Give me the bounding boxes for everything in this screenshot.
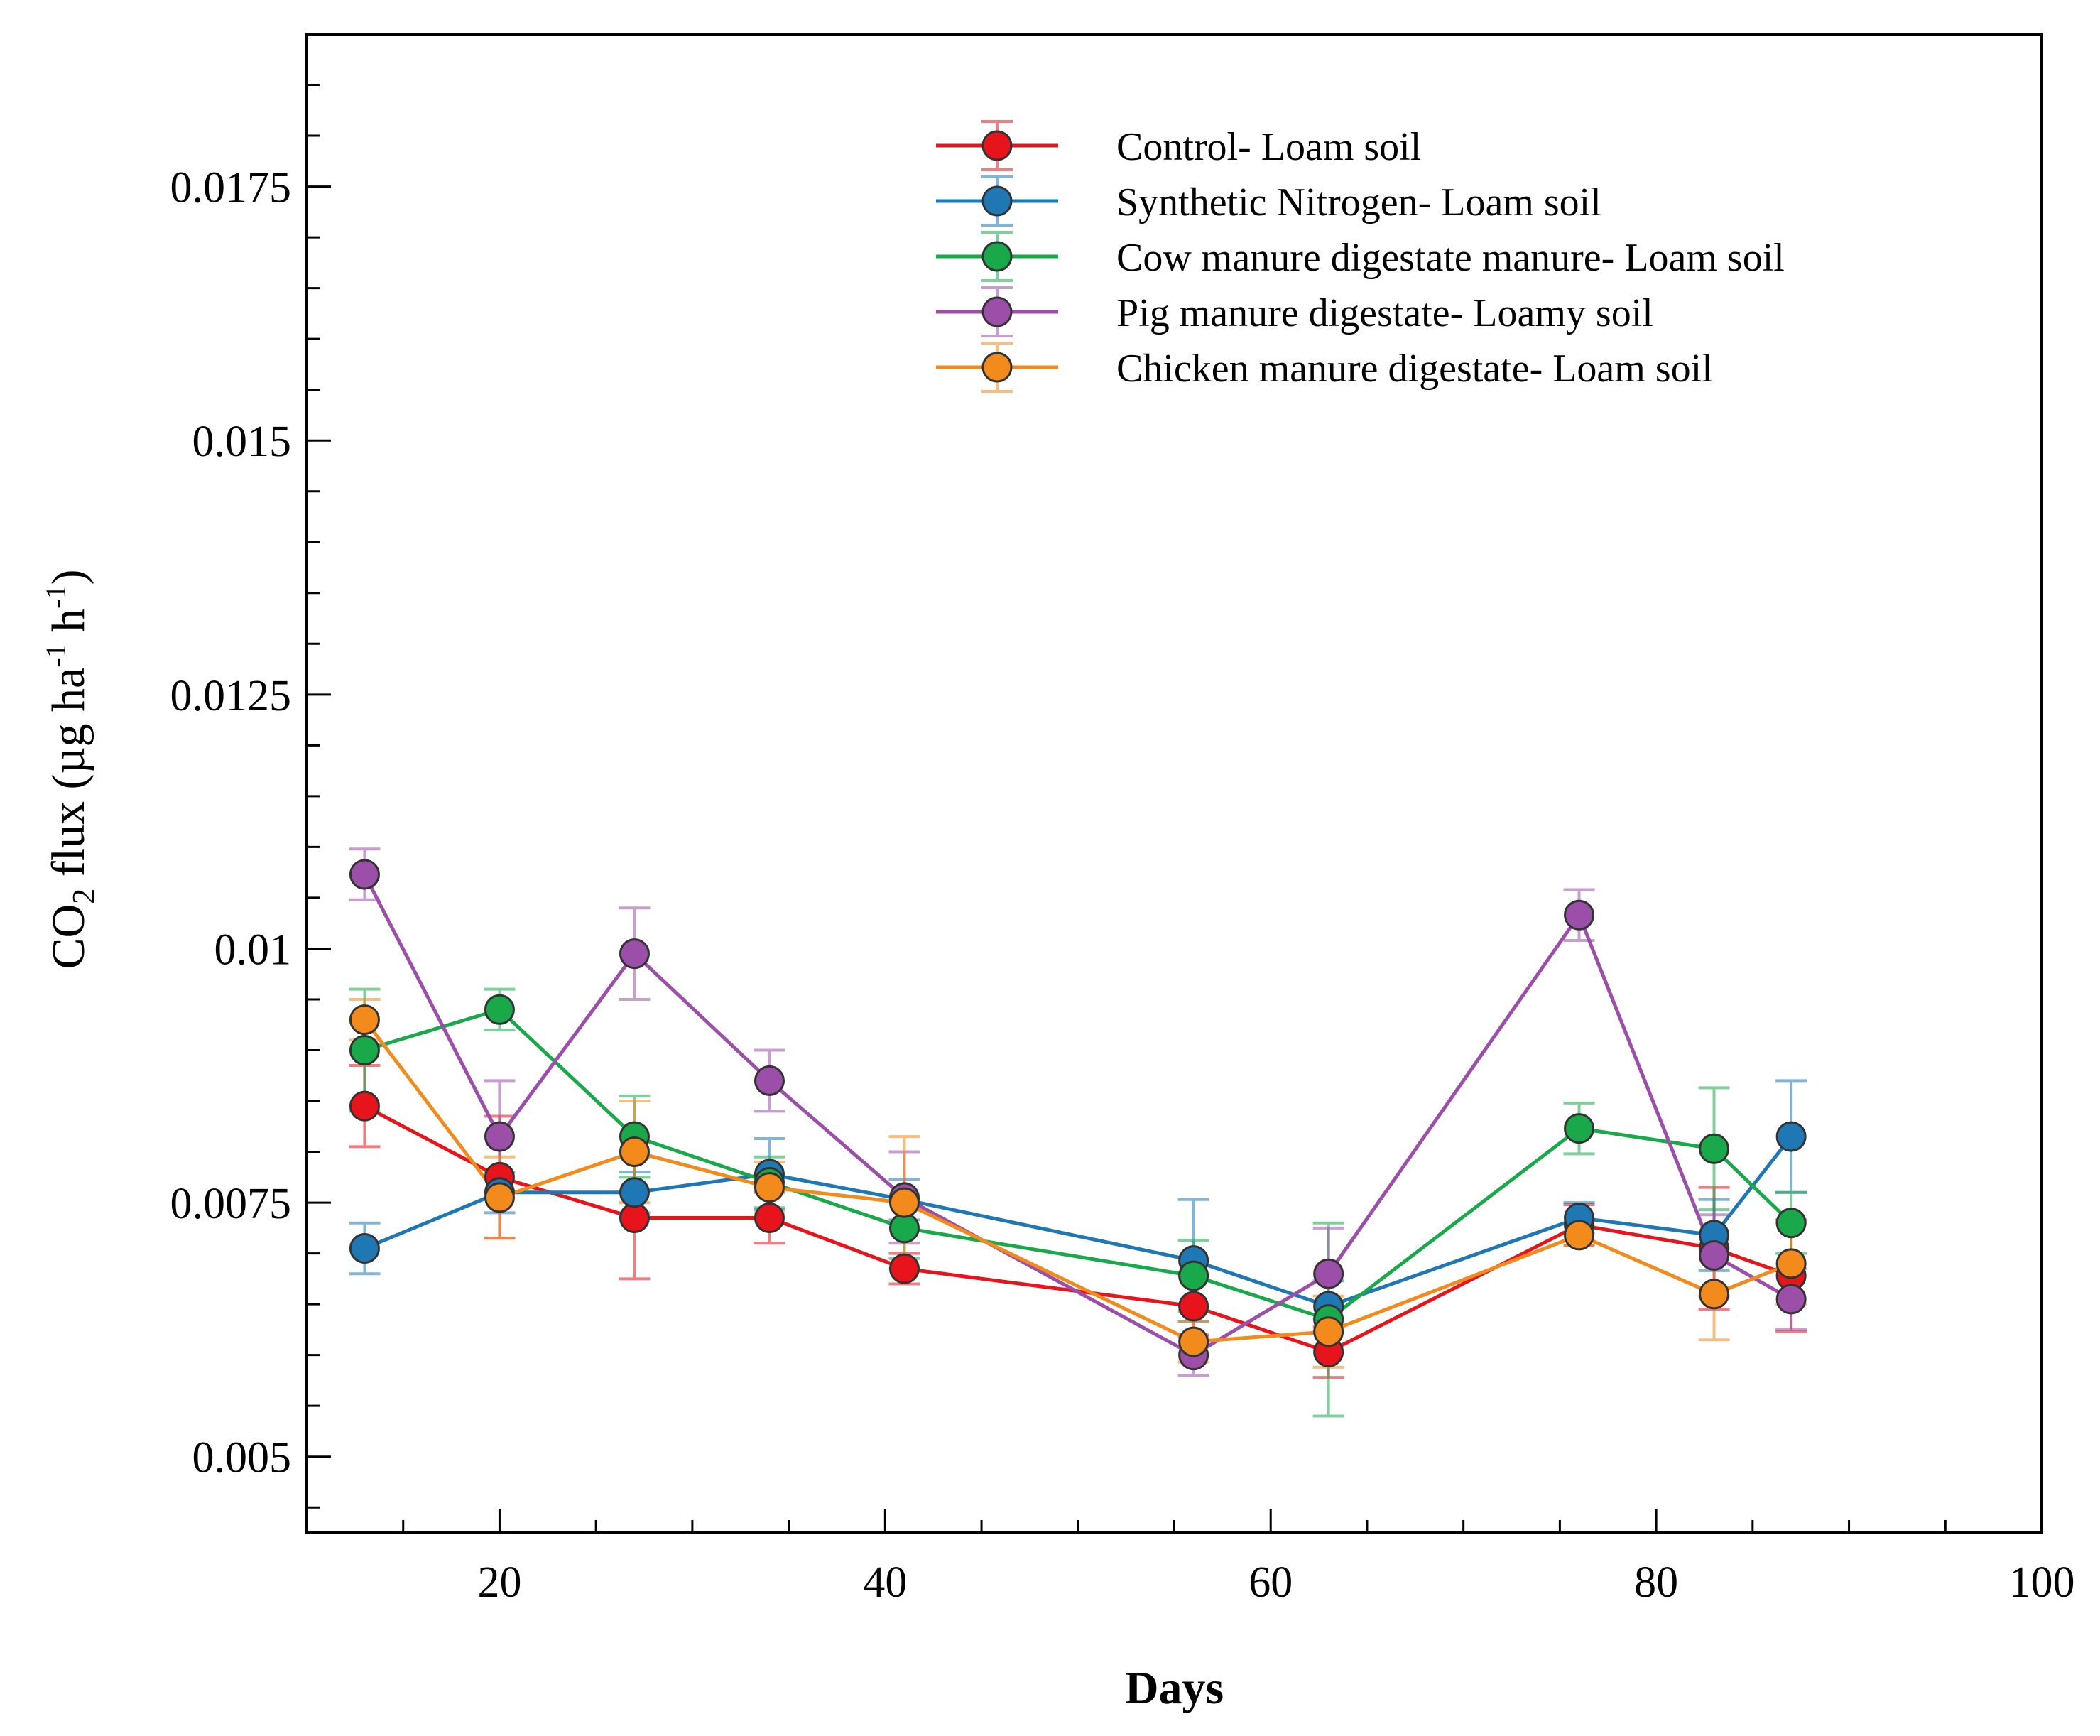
legend-label: Chicken manure digestate- Loam soil [1116, 347, 1713, 391]
data-point [1775, 1121, 1807, 1152]
data-point [1775, 1284, 1807, 1315]
y-tick-label: 0.015 [192, 418, 292, 466]
data-point [349, 1090, 380, 1122]
y-tick-label: 0.0125 [170, 672, 292, 720]
data-point [754, 1172, 785, 1203]
data-point [1699, 1133, 1730, 1164]
series-line [363, 1019, 1792, 1344]
legend-item: Cow manure digestate manure- Loam soil [936, 231, 1785, 282]
legend-label: Pig manure digestate- Loamy soil [1116, 291, 1653, 335]
legend-marker [981, 185, 1013, 217]
series-5 [349, 997, 1807, 1369]
series-line [363, 873, 1792, 1357]
data-point [1564, 1220, 1595, 1251]
legend: Control- Loam soil Synthetic Nitrogen- Lo… [936, 120, 1785, 393]
data-point [349, 1004, 380, 1036]
series-4 [349, 847, 1807, 1377]
series-line [364, 1007, 1792, 1322]
data-point [619, 1136, 650, 1168]
data-point [619, 938, 650, 970]
legend-item: Chicken manure digestate- Loam soil [936, 342, 1713, 393]
x-tick-label: 20 [477, 1558, 521, 1607]
data-point [1564, 899, 1595, 931]
legend-item: Control- Loam soil [936, 120, 1421, 171]
data-point [1699, 1239, 1730, 1271]
legend-label: Control- Loam soil [1116, 125, 1421, 169]
legend-marker [981, 130, 1013, 161]
data-point [754, 1203, 785, 1234]
y-title-suffix: ) [43, 570, 94, 585]
legend-item: Synthetic Nitrogen- Loam soil [936, 175, 1601, 227]
data-point [888, 1187, 920, 1218]
x-tick-label: 100 [2009, 1558, 2075, 1607]
legend-label: Cow manure digestate manure- Loam soil [1116, 236, 1785, 280]
y-tick-label: 0.01 [214, 926, 292, 974]
series-3-markers [349, 994, 1807, 1335]
legend-marker [981, 352, 1013, 383]
data-point [1775, 1208, 1807, 1239]
series-4-markers [349, 859, 1807, 1371]
data-point [888, 1213, 920, 1244]
y-title-mid2: h [43, 609, 94, 644]
x-tick-label: 40 [863, 1558, 907, 1607]
data-point [619, 1177, 650, 1208]
data-point [1178, 1291, 1209, 1322]
data-point [484, 994, 515, 1025]
y-title-mid: flux (µg ha [43, 668, 94, 889]
data-point [349, 859, 380, 890]
axes: 20 40 60 80 100 0.005 0.0075 0.01 0.0125 0.015 0.0… [170, 33, 2075, 1607]
data-point [1699, 1279, 1730, 1310]
y-title-sup2: -1 [40, 585, 72, 609]
y-title-sub: 2 [66, 889, 101, 904]
y-axis-title: CO2 flux (µg ha-1 h-1) [40, 570, 101, 970]
data-point [888, 1253, 920, 1284]
data-point [349, 1232, 380, 1264]
legend-marker [981, 296, 1013, 327]
series-line [364, 1104, 1792, 1355]
legend-label: Synthetic Nitrogen- Loam soil [1116, 180, 1601, 224]
data-point [754, 1065, 785, 1096]
data-point [1178, 1260, 1209, 1291]
x-axis-title: Days [1125, 1662, 1224, 1714]
y-title-prefix: CO [43, 904, 94, 970]
x-tick-label: 80 [1634, 1558, 1678, 1607]
data-point [349, 1035, 380, 1066]
data-point [484, 1121, 515, 1152]
data-point [619, 1203, 650, 1234]
data-point [484, 1182, 515, 1213]
y-tick-label: 0.0075 [170, 1180, 292, 1228]
data-point [1775, 1248, 1807, 1279]
x-tick-label: 60 [1248, 1558, 1293, 1607]
series-5-markers [349, 1004, 1807, 1357]
data-point [1313, 1316, 1344, 1347]
data-point [1564, 1113, 1595, 1144]
y-tick-label: 0.0175 [170, 164, 292, 212]
y-title-sup1: -1 [40, 644, 72, 667]
legend-item: Pig manure digestate- Loamy soil [936, 286, 1653, 337]
data-point [1178, 1326, 1209, 1357]
data-point [1313, 1258, 1344, 1289]
y-tick-label: 0.005 [192, 1434, 292, 1482]
series-line [364, 1135, 1793, 1308]
plot-area [349, 847, 1807, 1418]
legend-marker [981, 241, 1013, 272]
